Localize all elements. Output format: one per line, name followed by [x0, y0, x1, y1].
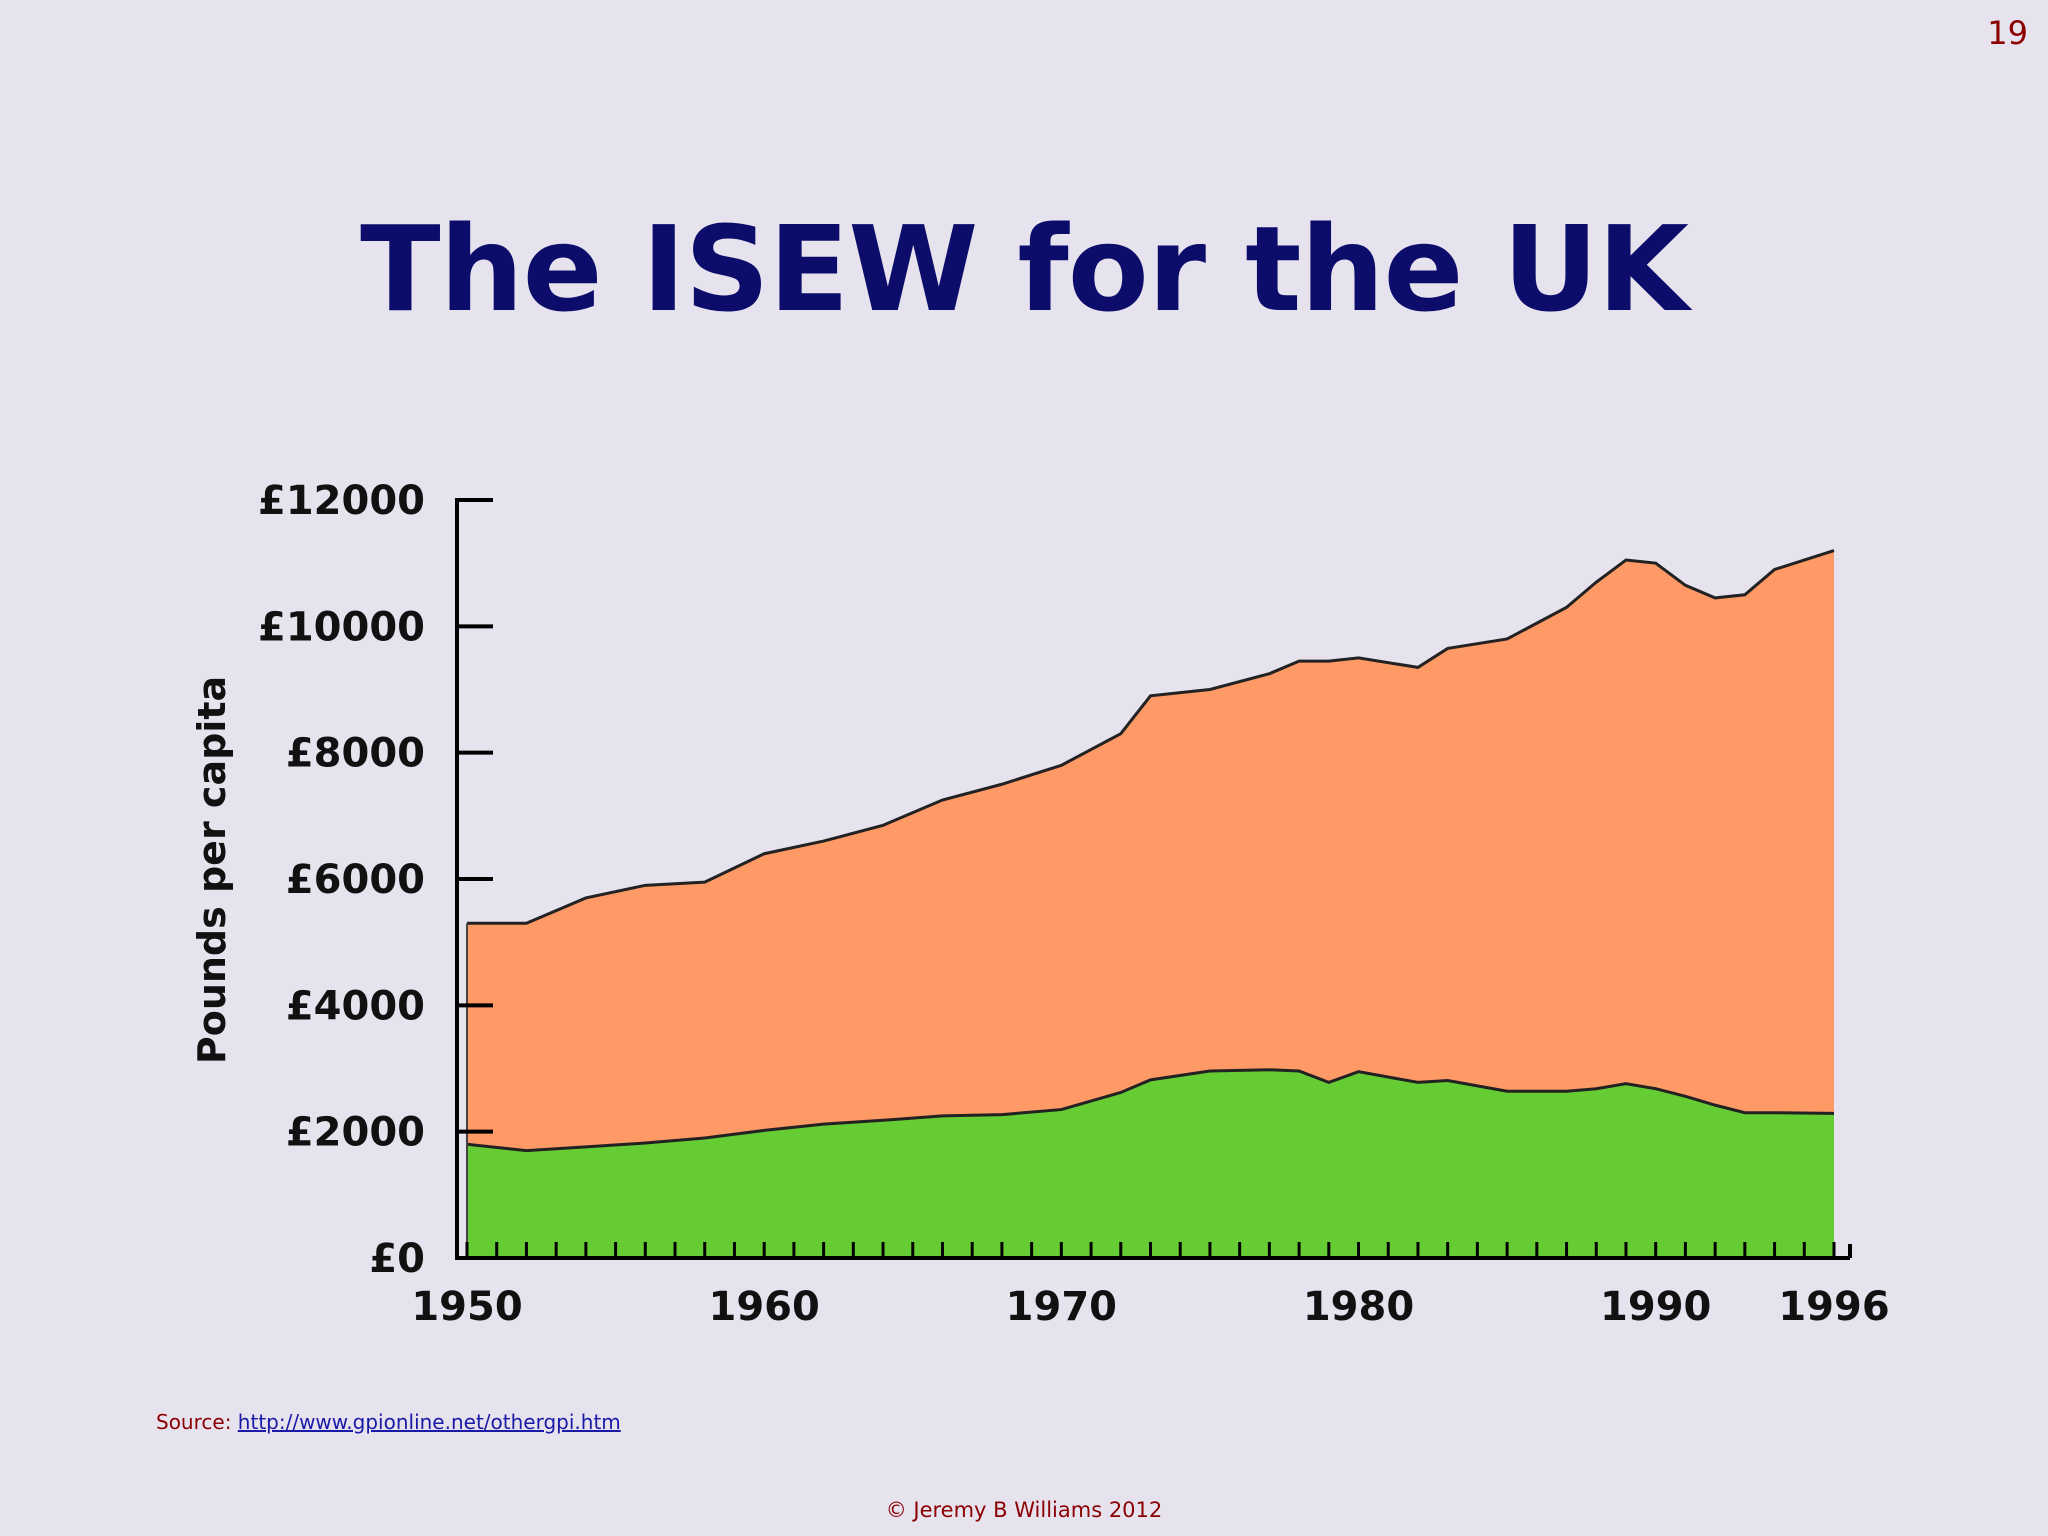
x-tick-label: 1950 [411, 1284, 522, 1330]
y-tick-label: £10000 [258, 604, 425, 650]
slide-title: The ISEW for the UK [360, 200, 1689, 338]
y-tick-label: £2000 [286, 1110, 425, 1156]
copyright-notice: © Jeremy B Williams 2012 [885, 1498, 1163, 1522]
x-tick-label: 1990 [1600, 1284, 1711, 1330]
source-note: Source: http://www.gpionline.net/othergp… [156, 1410, 621, 1434]
y-axis-label: Pounds per capita [190, 676, 234, 1064]
slide-number: 19 [1987, 14, 2028, 52]
series-upper-line [467, 549, 1835, 925]
x-tick-labels: 1950 1960 1970 1980 1990 1996 [411, 1284, 1889, 1330]
y-tick-label: £8000 [286, 731, 425, 777]
source-link[interactable]: http://www.gpionline.net/othergpi.htm [237, 1410, 621, 1434]
x-tick-label: 1996 [1778, 1284, 1889, 1330]
y-tick-label: £0 [369, 1236, 425, 1282]
x-tick-label: 1970 [1006, 1284, 1117, 1330]
y-tick-labels: £0 £2000 £4000 £6000 £8000 £10000 £12000 [258, 478, 425, 1282]
y-tick-label: £4000 [286, 983, 425, 1029]
series-lower-line [466, 1068, 1835, 1153]
series-lower-area [467, 1069, 1834, 1258]
x-tick-label: 1980 [1303, 1284, 1414, 1330]
y-tick-label: £6000 [286, 857, 425, 903]
y-tick-label: £12000 [258, 478, 425, 524]
chart-axes [455, 498, 1852, 1260]
x-tick-label: 1960 [709, 1284, 820, 1330]
series-upper-area [467, 550, 1834, 1151]
chart-areas [466, 549, 1835, 1258]
source-label: Source: [156, 1410, 232, 1434]
